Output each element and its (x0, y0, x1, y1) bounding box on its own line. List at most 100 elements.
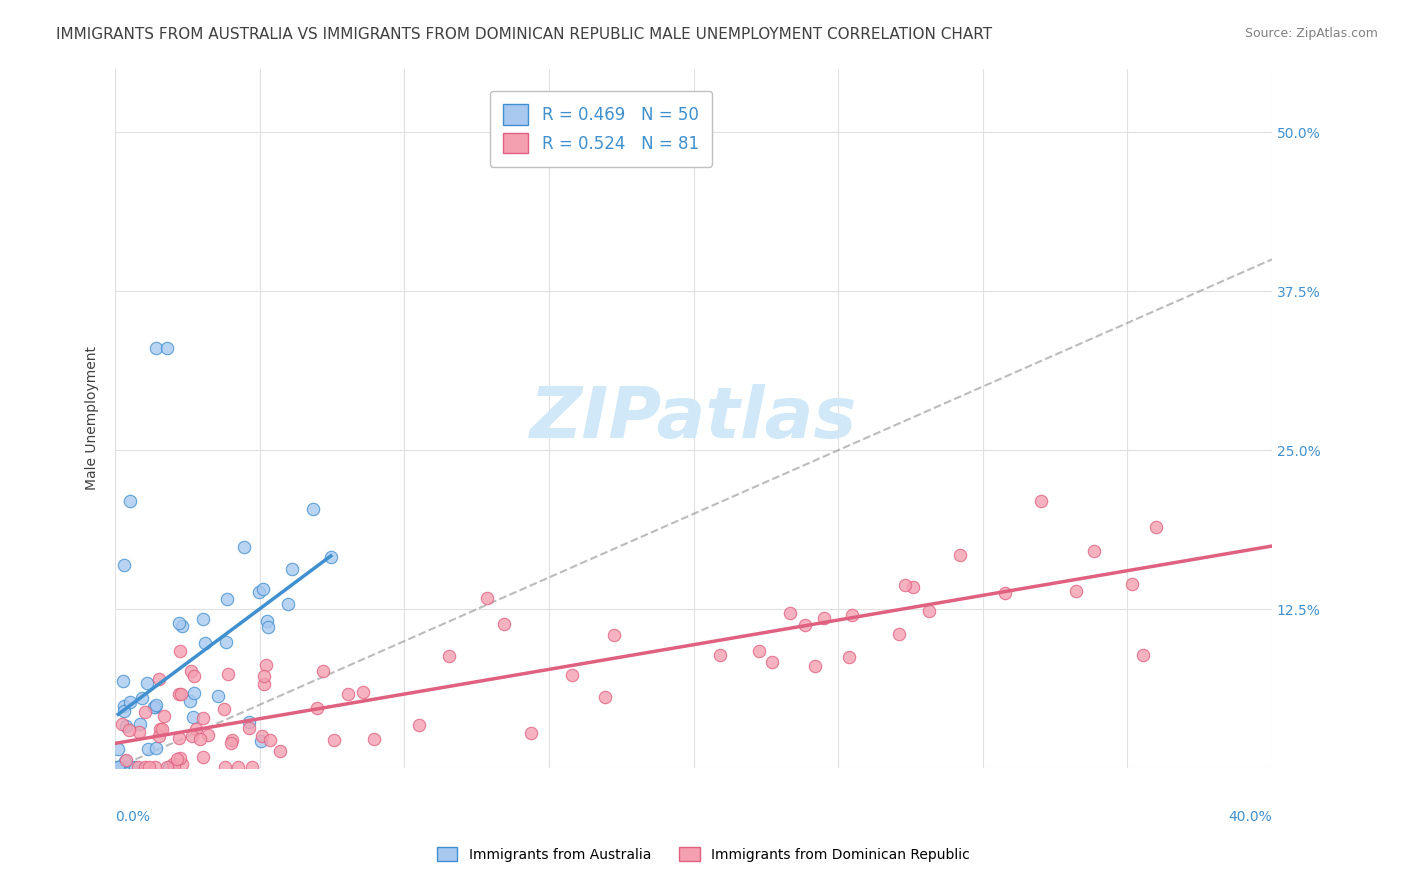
Point (238, 721, 260, 735)
Point (127, 760, 149, 774)
Point (169, 644, 191, 658)
Point (128, 725, 150, 739)
Point (1083, 544, 1105, 558)
Point (136, 741, 159, 756)
Point (247, 585, 270, 599)
Point (191, 710, 214, 724)
Point (184, 722, 207, 736)
Point (917, 604, 939, 618)
Point (170, 619, 193, 633)
Point (217, 591, 239, 606)
Point (114, 719, 136, 733)
Point (191, 750, 214, 764)
Point (111, 717, 134, 731)
Point (323, 732, 346, 747)
Point (1064, 583, 1087, 598)
Point (181, 710, 204, 724)
Point (254, 657, 277, 672)
Point (153, 708, 176, 723)
Point (194, 636, 217, 650)
Point (901, 580, 924, 594)
Point (1029, 494, 1052, 508)
Point (475, 591, 498, 605)
Point (214, 760, 236, 774)
Point (148, 672, 170, 686)
Point (277, 597, 299, 611)
Point (170, 757, 193, 772)
Point (595, 690, 617, 705)
Point (838, 650, 860, 665)
Point (180, 664, 202, 678)
Point (135, 675, 157, 690)
Point (118, 494, 141, 508)
Point (1132, 648, 1154, 662)
Point (170, 688, 193, 702)
Point (1144, 519, 1167, 533)
Point (107, 741, 129, 756)
Point (226, 760, 249, 774)
Point (281, 562, 304, 576)
Point (214, 702, 236, 716)
Point (887, 627, 910, 641)
Text: Source: ZipAtlas.com: Source: ZipAtlas.com (1244, 27, 1378, 40)
Point (779, 607, 801, 621)
Point (167, 687, 190, 701)
Point (252, 729, 274, 743)
Point (169, 731, 191, 745)
Point (128, 717, 150, 731)
Point (252, 669, 274, 683)
Legend: R = 0.469   N = 50, R = 0.524   N = 81: R = 0.469 N = 50, R = 0.524 N = 81 (491, 91, 713, 167)
Point (156, 760, 179, 774)
Point (269, 744, 291, 758)
Point (302, 501, 325, 516)
Point (949, 548, 972, 562)
Point (240, 760, 263, 774)
Point (259, 733, 281, 747)
Text: 0.0%: 0.0% (115, 810, 150, 824)
Point (120, 760, 142, 774)
Point (145, 698, 167, 713)
Point (131, 690, 153, 705)
Text: 40.0%: 40.0% (1229, 810, 1272, 824)
Point (112, 704, 135, 718)
Point (143, 700, 166, 714)
Point (215, 635, 238, 649)
Point (111, 760, 134, 774)
Point (219, 736, 242, 750)
Point (107, 760, 129, 774)
Point (207, 690, 229, 704)
Text: ZIPatlas: ZIPatlas (530, 384, 858, 453)
Point (761, 655, 783, 669)
Y-axis label: Male Unemployment: Male Unemployment (86, 346, 100, 491)
Point (603, 627, 626, 641)
Point (252, 582, 274, 596)
Point (337, 687, 360, 701)
Point (134, 760, 156, 774)
Point (115, 753, 138, 767)
Point (112, 558, 135, 572)
Point (363, 731, 385, 746)
Point (112, 674, 135, 689)
Point (143, 700, 166, 714)
Point (120, 695, 142, 709)
Point (124, 760, 146, 774)
Point (561, 668, 583, 682)
Point (256, 614, 278, 628)
Point (492, 617, 515, 632)
Point (138, 760, 160, 774)
Point (107, 760, 129, 774)
Point (408, 718, 430, 732)
Point (169, 751, 191, 765)
Point (162, 756, 184, 771)
Point (163, 760, 186, 774)
Point (149, 723, 172, 737)
Point (167, 615, 190, 630)
Point (118, 723, 141, 737)
Point (841, 608, 863, 623)
Point (253, 677, 276, 691)
Point (305, 701, 328, 715)
Point (221, 732, 243, 747)
Point (183, 685, 205, 699)
Text: IMMIGRANTS FROM AUSTRALIA VS IMMIGRANTS FROM DOMINICAN REPUBLIC MALE UNEMPLOYMEN: IMMIGRANTS FROM AUSTRALIA VS IMMIGRANTS … (56, 27, 993, 42)
Point (803, 658, 825, 673)
